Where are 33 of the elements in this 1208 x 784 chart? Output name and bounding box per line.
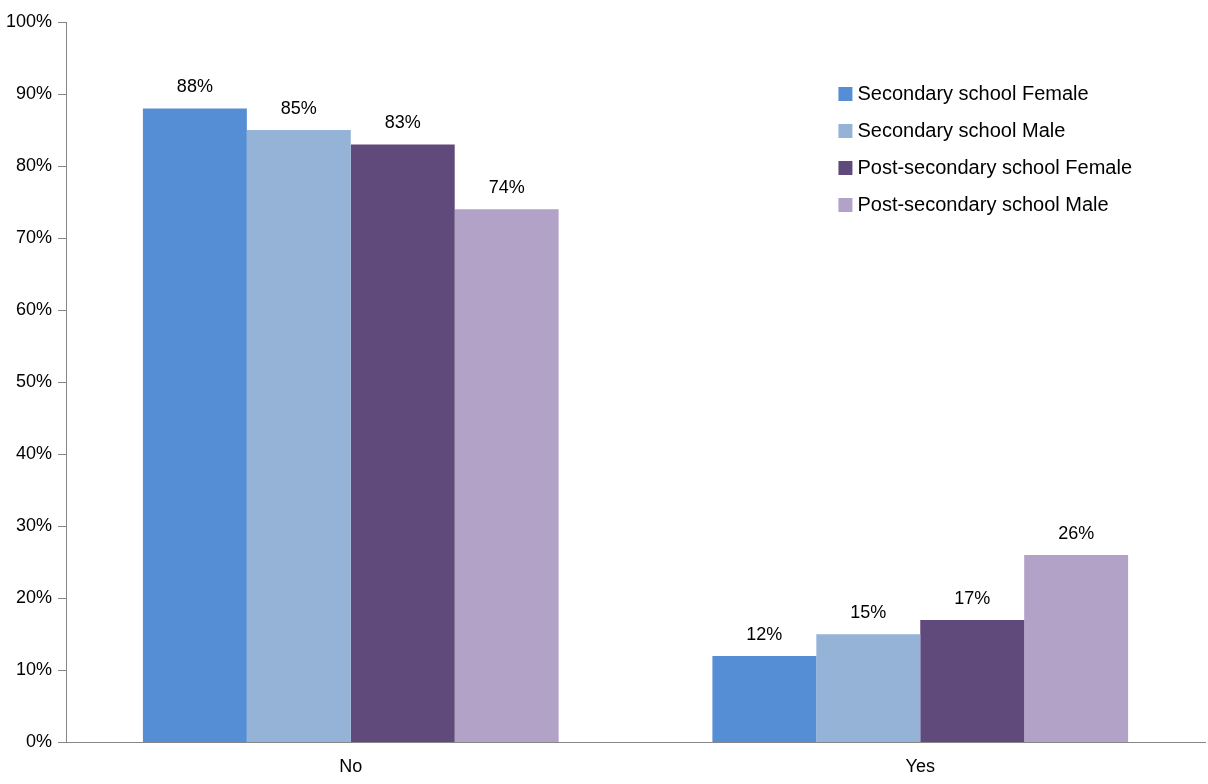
data-label: 83%	[384, 112, 421, 133]
y-tick-label: 60%	[16, 299, 53, 320]
y-tick-label: 40%	[16, 443, 53, 464]
x-tick-label: No	[339, 756, 363, 777]
bar	[454, 209, 559, 742]
data-label: 15%	[850, 602, 887, 623]
bar	[816, 634, 921, 742]
data-label: 74%	[488, 177, 525, 198]
y-tick-label: 50%	[16, 371, 53, 392]
y-tick-label: 90%	[16, 83, 53, 104]
data-label: 88%	[176, 76, 213, 97]
legend-label: Post-secondary school Female	[857, 155, 1133, 178]
y-tick-label: 20%	[16, 587, 53, 608]
bar	[142, 108, 247, 742]
bar	[712, 655, 817, 742]
bar	[246, 130, 351, 742]
data-label: 12%	[746, 623, 783, 644]
y-tick-label: 100%	[5, 10, 53, 31]
legend-label: Secondary school Male	[857, 118, 1066, 141]
data-label: 26%	[1058, 523, 1095, 544]
legend-label: Secondary school Female	[857, 81, 1089, 104]
data-label: 17%	[954, 587, 991, 608]
y-tick-label: 10%	[16, 659, 53, 680]
y-tick-label: 0%	[26, 731, 53, 752]
bar	[920, 619, 1025, 742]
legend-label: Post-secondary school Male	[857, 192, 1109, 215]
bar	[1024, 555, 1129, 742]
y-tick-label: 30%	[16, 515, 53, 536]
data-label: 85%	[280, 98, 317, 119]
y-tick-label: 70%	[16, 227, 53, 248]
y-tick-label: 80%	[16, 155, 53, 176]
x-tick-label: Yes	[905, 756, 935, 777]
bar	[350, 144, 455, 742]
